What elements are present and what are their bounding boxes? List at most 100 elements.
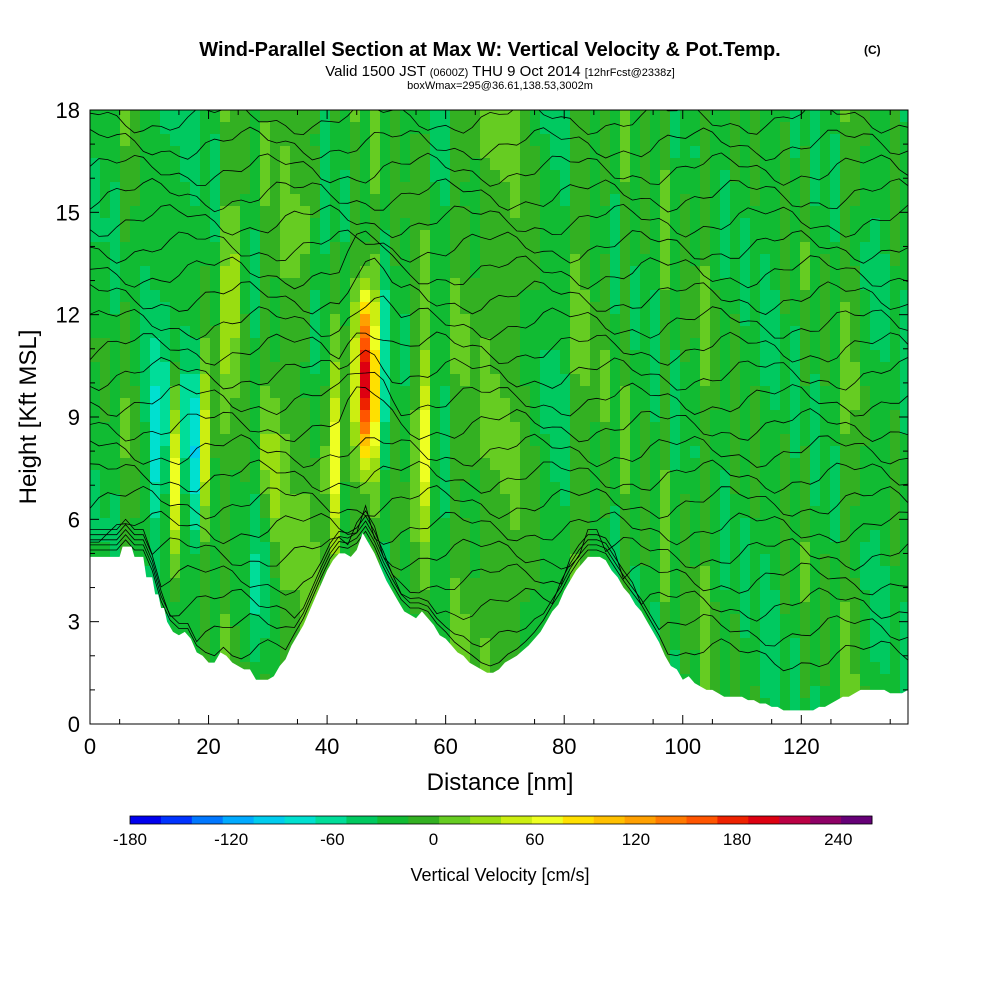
velocity-cell bbox=[820, 422, 831, 435]
velocity-cell bbox=[620, 434, 631, 447]
velocity-cell bbox=[470, 338, 481, 351]
velocity-cell bbox=[390, 458, 401, 471]
velocity-cell bbox=[440, 218, 451, 231]
velocity-cell bbox=[820, 494, 831, 507]
velocity-cell bbox=[230, 218, 241, 231]
velocity-cell bbox=[760, 170, 771, 183]
velocity-cell bbox=[790, 626, 801, 639]
velocity-cell bbox=[610, 542, 621, 555]
velocity-cell bbox=[310, 194, 321, 207]
velocity-cell bbox=[330, 254, 341, 267]
velocity-cell bbox=[540, 254, 551, 267]
velocity-cell bbox=[770, 470, 781, 483]
velocity-cell bbox=[250, 242, 261, 255]
velocity-cell bbox=[470, 542, 481, 555]
velocity-cell bbox=[770, 134, 781, 147]
velocity-cell bbox=[520, 506, 531, 519]
velocity-cell bbox=[710, 158, 721, 171]
velocity-cell bbox=[150, 242, 161, 255]
velocity-cell bbox=[120, 470, 131, 483]
velocity-cell bbox=[200, 518, 211, 531]
velocity-cell bbox=[400, 446, 411, 459]
velocity-cell bbox=[210, 326, 221, 339]
velocity-cell bbox=[310, 158, 321, 171]
velocity-cell bbox=[900, 566, 908, 579]
velocity-cell bbox=[310, 110, 321, 123]
velocity-cell bbox=[440, 482, 451, 495]
velocity-cell bbox=[130, 518, 141, 531]
velocity-cell bbox=[290, 470, 301, 483]
velocity-cell bbox=[190, 398, 201, 411]
velocity-cell bbox=[870, 266, 881, 279]
velocity-cell bbox=[110, 302, 121, 315]
velocity-cell bbox=[900, 590, 908, 603]
velocity-cell bbox=[870, 362, 881, 375]
velocity-cell bbox=[190, 434, 201, 447]
velocity-cell bbox=[660, 578, 671, 591]
velocity-cell bbox=[710, 614, 721, 627]
velocity-cell bbox=[840, 326, 851, 339]
velocity-cell bbox=[210, 218, 221, 231]
velocity-cell bbox=[840, 578, 851, 591]
velocity-cell bbox=[640, 266, 651, 279]
velocity-cell bbox=[900, 350, 908, 363]
velocity-cell bbox=[500, 446, 511, 459]
velocity-cell bbox=[140, 410, 151, 423]
velocity-cell bbox=[860, 602, 871, 615]
velocity-cell bbox=[510, 410, 521, 423]
velocity-cell bbox=[560, 410, 571, 423]
velocity-cell bbox=[750, 590, 761, 603]
velocity-cell bbox=[590, 386, 601, 399]
velocity-cell bbox=[160, 566, 171, 579]
velocity-cell bbox=[230, 650, 241, 663]
velocity-cell bbox=[180, 254, 191, 267]
velocity-cell bbox=[740, 278, 751, 291]
velocity-cell bbox=[900, 602, 908, 615]
velocity-cell bbox=[840, 230, 851, 243]
velocity-cell bbox=[670, 626, 681, 639]
velocity-cell bbox=[580, 494, 591, 507]
velocity-cell bbox=[290, 554, 301, 567]
velocity-cell bbox=[180, 242, 191, 255]
velocity-cell bbox=[350, 134, 361, 147]
velocity-cell bbox=[770, 578, 781, 591]
velocity-cell bbox=[670, 350, 681, 363]
velocity-cell bbox=[110, 158, 121, 171]
velocity-cell bbox=[560, 230, 571, 243]
velocity-cell bbox=[170, 242, 181, 255]
velocity-cell bbox=[90, 254, 101, 267]
velocity-cell bbox=[230, 518, 241, 531]
velocity-cell bbox=[800, 314, 811, 327]
velocity-cell bbox=[700, 134, 711, 147]
velocity-cell bbox=[850, 422, 861, 435]
velocity-cell bbox=[770, 158, 781, 171]
velocity-cell bbox=[650, 290, 661, 303]
velocity-cell bbox=[610, 446, 621, 459]
velocity-cell bbox=[740, 146, 751, 159]
velocity-cell bbox=[160, 386, 171, 399]
velocity-cell bbox=[850, 578, 861, 591]
velocity-cell bbox=[460, 638, 471, 651]
velocity-cell bbox=[420, 518, 431, 531]
velocity-cell bbox=[900, 410, 908, 423]
velocity-cell bbox=[780, 122, 791, 135]
velocity-cell bbox=[540, 194, 551, 207]
velocity-cell bbox=[440, 326, 451, 339]
velocity-cell bbox=[480, 134, 491, 147]
velocity-cell bbox=[340, 278, 351, 291]
velocity-cell bbox=[310, 446, 321, 459]
velocity-cell bbox=[460, 194, 471, 207]
velocity-cell bbox=[520, 302, 531, 315]
velocity-cell bbox=[720, 134, 731, 147]
velocity-cell bbox=[340, 170, 351, 183]
velocity-cell bbox=[490, 398, 501, 411]
velocity-cell bbox=[710, 374, 721, 387]
velocity-cell bbox=[230, 194, 241, 207]
velocity-cell bbox=[170, 266, 181, 279]
velocity-cell bbox=[600, 530, 611, 543]
velocity-cell bbox=[130, 542, 141, 555]
velocity-cell bbox=[780, 530, 791, 543]
velocity-cell bbox=[780, 506, 791, 519]
velocity-cell bbox=[280, 386, 291, 399]
velocity-cell bbox=[430, 326, 441, 339]
